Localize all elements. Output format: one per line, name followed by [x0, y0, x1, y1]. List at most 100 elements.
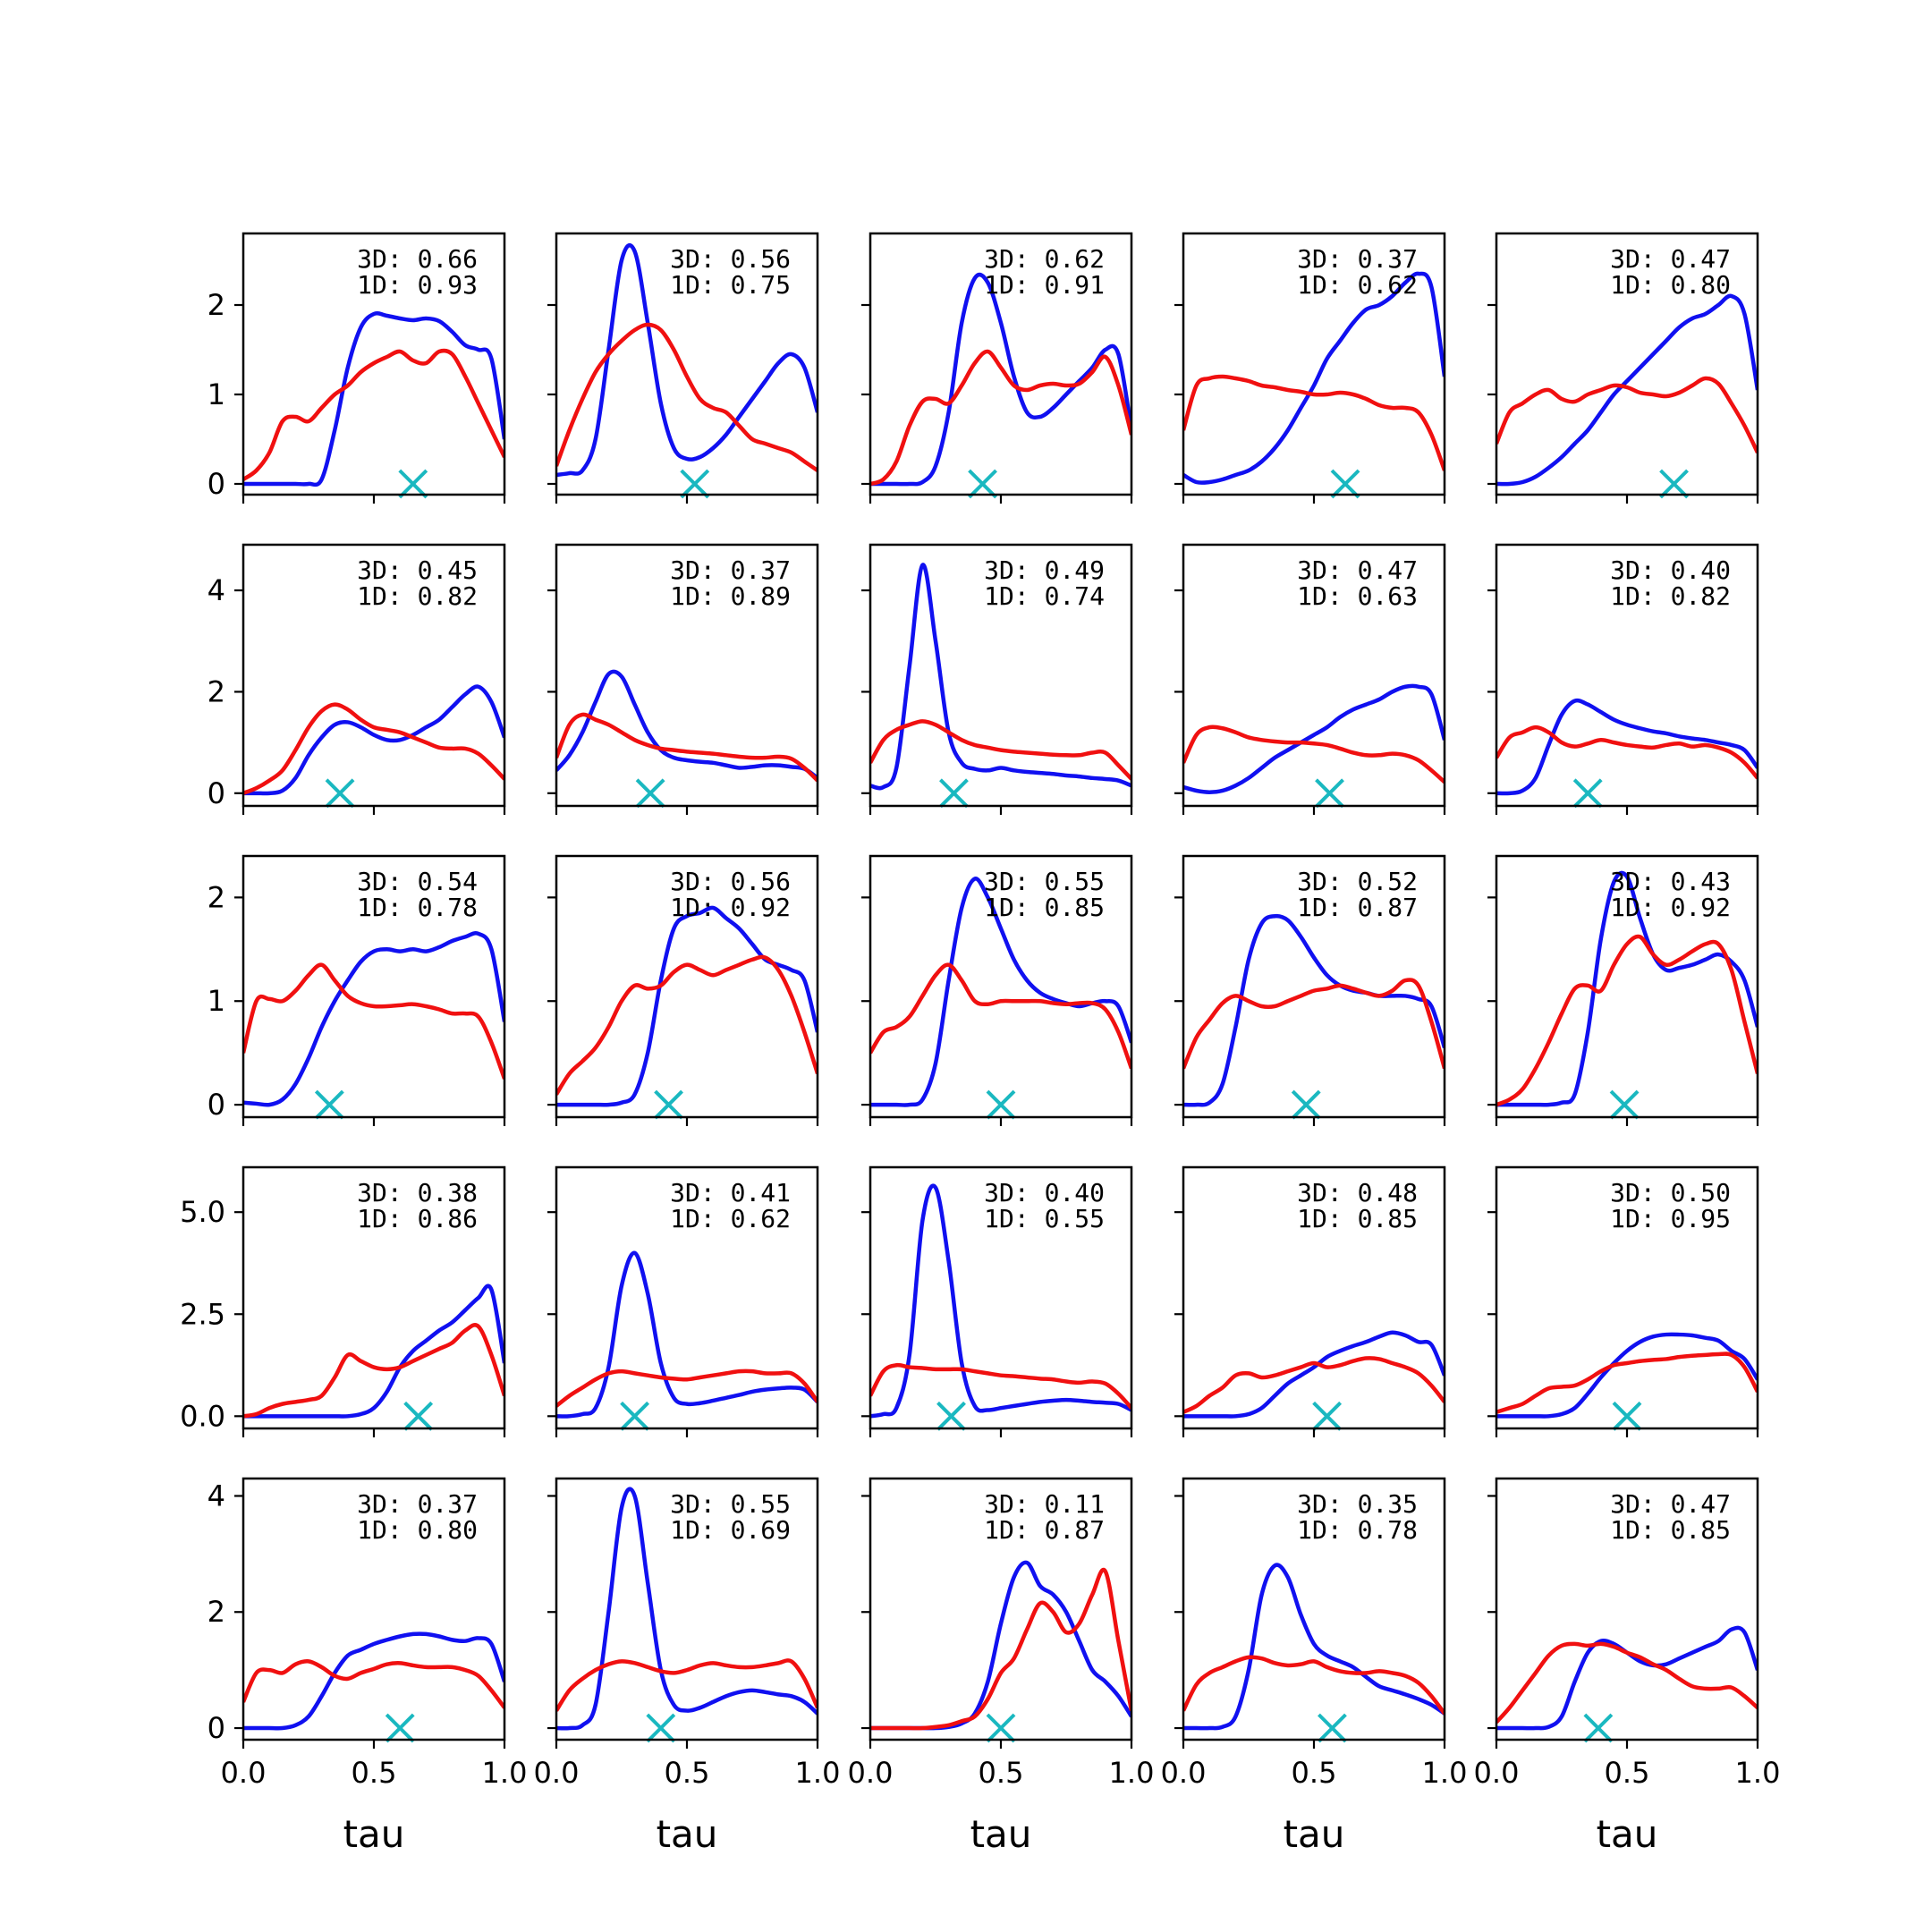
y-tick-label: 2 [208, 288, 225, 322]
x-axis-label: tau [1597, 1812, 1658, 1856]
annotation-1d: 1D: 0.85 [1297, 1204, 1418, 1233]
x-axis-label: tau [970, 1812, 1032, 1856]
series-line-red [1496, 724, 1758, 780]
annotation-1d: 1D: 0.86 [357, 1204, 478, 1233]
annotation-3d: 3D: 0.48 [1297, 1178, 1418, 1208]
plot-area [1183, 683, 1445, 794]
series-line-blue [556, 669, 818, 780]
y-tick-label: 4 [208, 573, 225, 607]
annotation-3d: 3D: 0.37 [670, 555, 791, 585]
annotation-1d: 1D: 0.87 [984, 1515, 1105, 1545]
annotation-1d: 1D: 0.62 [1297, 270, 1418, 300]
x-tick-label: 1.0 [482, 1756, 528, 1790]
series-line-blue [870, 563, 1131, 791]
x-tick-label: 0.0 [1161, 1756, 1207, 1790]
marker-x [1609, 1089, 1640, 1120]
x-tick-label: 0.0 [221, 1756, 267, 1790]
plot-area [556, 242, 818, 478]
series-line-blue [243, 1284, 504, 1419]
y-tick-label: 2 [208, 880, 225, 914]
annotation-3d: 3D: 0.35 [1297, 1489, 1418, 1519]
marker-x [398, 469, 428, 499]
y-tick-label: 0 [208, 1088, 225, 1122]
annotation-3d: 3D: 0.41 [670, 1178, 791, 1208]
annotation-3d: 3D: 0.37 [357, 1489, 478, 1519]
annotation-1d: 1D: 0.89 [670, 581, 791, 611]
series-line-red [870, 1362, 1131, 1410]
plot-area [870, 1560, 1131, 1731]
annotation-1d: 1D: 0.85 [984, 893, 1105, 922]
plot-area [1496, 870, 1758, 1107]
annotation-3d: 3D: 0.40 [1610, 555, 1731, 585]
series-line-blue [1183, 1563, 1445, 1731]
plot-area [243, 1284, 504, 1419]
plot-area [870, 1183, 1131, 1419]
y-tick-label: 2 [208, 1595, 225, 1629]
x-axis-label: tau [343, 1812, 405, 1856]
annotation-3d: 3D: 0.43 [1610, 867, 1731, 896]
marker-x [1291, 1089, 1321, 1120]
plot-area [556, 905, 818, 1107]
annotation-3d: 3D: 0.49 [984, 555, 1105, 585]
series-line-red [1183, 724, 1445, 784]
series-line-red [1183, 1356, 1445, 1414]
annotation-3d: 3D: 0.37 [1297, 244, 1418, 274]
series-line-red [1183, 978, 1445, 1070]
marker-x [646, 1713, 676, 1743]
series-line-blue [1496, 698, 1758, 796]
plot-area [1496, 698, 1758, 796]
plot-area [243, 931, 504, 1107]
series-line-red [243, 962, 504, 1080]
x-tick-label: 0.5 [1292, 1756, 1337, 1790]
series-line-red [1496, 376, 1758, 453]
series-line-red [870, 719, 1131, 781]
series-line-blue [1183, 913, 1445, 1107]
annotation-1d: 1D: 0.78 [357, 893, 478, 922]
plot-area [1183, 271, 1445, 485]
annotation-1d: 1D: 0.82 [357, 581, 478, 611]
marker-x [654, 1089, 683, 1120]
series-line-red [870, 962, 1131, 1070]
series-line-red [1183, 1655, 1445, 1716]
y-tick-label: 0 [208, 776, 225, 810]
marker-x [314, 1089, 344, 1120]
series-line-red [870, 1567, 1131, 1731]
y-tick-label: 1 [208, 377, 225, 411]
plot-area [1183, 913, 1445, 1107]
annotation-3d: 3D: 0.55 [670, 1489, 791, 1519]
series-line-blue [1183, 271, 1445, 485]
series-line-red [556, 712, 818, 783]
marker-x [325, 778, 355, 809]
annotation-3d: 3D: 0.55 [984, 867, 1105, 896]
marker-x [1330, 469, 1360, 499]
annotation-3d: 3D: 0.38 [357, 1178, 478, 1208]
plot-area [243, 684, 504, 796]
marker-x [1572, 778, 1603, 809]
annotation-1d: 1D: 0.87 [1297, 893, 1418, 922]
series-line-red [870, 349, 1131, 487]
plot-area [1183, 1563, 1445, 1731]
series-line-red [1496, 1352, 1758, 1414]
series-line-red [556, 322, 818, 472]
plot-area [1496, 293, 1758, 487]
plot-area [556, 1250, 818, 1419]
series-line-red [1183, 374, 1445, 471]
annotation-1d: 1D: 0.93 [357, 270, 478, 300]
marker-x [986, 1089, 1016, 1120]
x-tick-label: 0.0 [848, 1756, 894, 1790]
annotation-1d: 1D: 0.80 [357, 1515, 478, 1545]
